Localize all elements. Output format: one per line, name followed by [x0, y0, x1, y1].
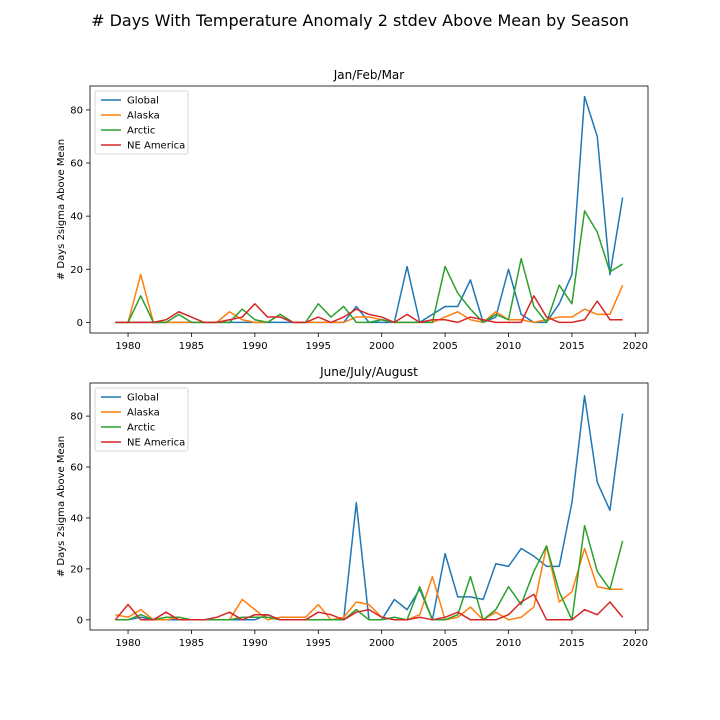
figure-title: # Days With Temperature Anomaly 2 stdev … — [91, 11, 629, 30]
y-tick-label: 60 — [70, 463, 83, 474]
y-axis-label: # Days 2sigma Above Mean — [56, 436, 67, 577]
x-tick-label: 2005 — [432, 638, 457, 649]
legend-label: NE America — [127, 438, 185, 449]
y-tick-label: 0 — [77, 318, 83, 329]
x-tick-label: 2010 — [496, 341, 521, 352]
x-tick-label: 1980 — [115, 341, 140, 352]
legend: Global Alaska Arctic NE America — [94, 387, 189, 452]
x-tick-label: 1990 — [242, 341, 267, 352]
legend-label: Global — [127, 393, 159, 404]
subplot-title: June/July/August — [319, 365, 418, 379]
y-tick-label: 40 — [70, 212, 83, 223]
y-tick-label: 40 — [70, 513, 83, 524]
y-axis-label: # Days 2sigma Above Mean — [56, 139, 67, 280]
x-tick-label: 2015 — [559, 638, 584, 649]
series-line-ne-america — [114, 593, 624, 621]
x-tick-label: 1985 — [179, 341, 204, 352]
x-tick-label: 1990 — [242, 638, 267, 649]
plot-frame — [89, 85, 649, 334]
x-tick-label: 1995 — [306, 341, 331, 352]
legend-box — [94, 387, 189, 452]
x-tick-label: 2020 — [623, 341, 648, 352]
x-tick-label: 1980 — [115, 638, 140, 649]
x-tick-label: 2015 — [559, 341, 584, 352]
x-tick-label: 1985 — [179, 638, 204, 649]
x-tick-label: 2000 — [369, 341, 394, 352]
subplot-2: June/July/August 1980 1985 1990 1995 2000 2005… — [56, 365, 649, 649]
plot-frame — [89, 382, 649, 631]
series-line-ne-america — [115, 295, 623, 324]
x-tick-label: 2020 — [623, 638, 648, 649]
y-tick-label: 80 — [70, 105, 83, 116]
y-tick-label: 0 — [77, 615, 83, 626]
series-line-arctic — [115, 210, 624, 324]
legend-label: Arctic — [127, 126, 155, 137]
y-tick-label: 20 — [70, 265, 83, 276]
x-tick-label: 2010 — [496, 638, 521, 649]
x-tick-label: 1995 — [306, 638, 331, 649]
legend-label: Global — [127, 96, 159, 107]
x-tick-label: 2005 — [432, 341, 457, 352]
legend-box — [94, 90, 189, 155]
x-tick-label: 2000 — [369, 638, 394, 649]
legend-label: Alaska — [127, 408, 160, 419]
legend-label: Arctic — [127, 423, 155, 434]
legend-label: NE America — [127, 141, 185, 152]
y-tick-label: 60 — [70, 159, 83, 170]
y-tick-label: 80 — [70, 412, 83, 423]
legend: Global Alaska Arctic NE America — [94, 90, 189, 155]
subplot-1: Jan/Feb/Mar 1980 1985 1990 1995 2000 2005 2010 2… — [56, 68, 649, 352]
y-tick-label: 20 — [70, 564, 83, 575]
subplot-title: Jan/Feb/Mar — [333, 68, 405, 82]
legend-label: Alaska — [127, 111, 160, 122]
